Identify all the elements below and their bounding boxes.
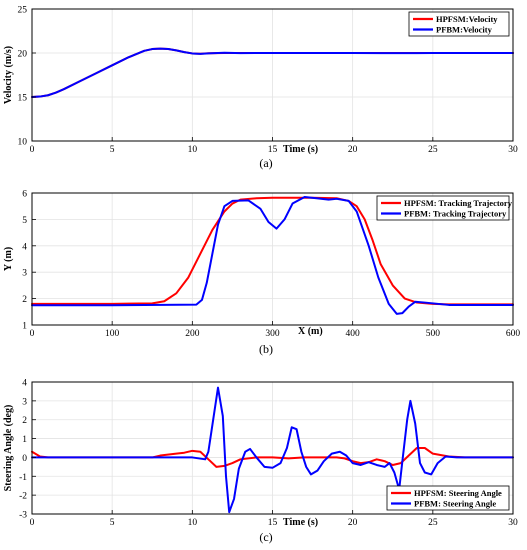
y-tick-label: 20 xyxy=(18,50,28,60)
y-axis-label: Steering Angle (deg) xyxy=(3,405,14,492)
x-tick-label: 5 xyxy=(110,145,115,155)
y-tick-label: 2 xyxy=(22,295,27,305)
x-tick-label: 500 xyxy=(426,329,441,339)
y-tick-label: -1 xyxy=(19,473,27,483)
x-tick-label: 10 xyxy=(188,145,198,155)
legend-entry: HPFSM: Steering Angle xyxy=(414,488,502,498)
x-axis-label: Time (s) xyxy=(283,144,318,155)
x-tick-label: 25 xyxy=(428,518,438,528)
x-tick-label: 15 xyxy=(268,518,278,528)
y-tick-label: -2 xyxy=(19,492,27,502)
y-tick-label: 15 xyxy=(18,94,28,104)
x-tick-label: 5 xyxy=(110,518,115,528)
x-tick-label: 300 xyxy=(265,329,280,339)
x-tick-label: 200 xyxy=(185,329,200,339)
y-axis-label: Velocity (m/s) xyxy=(3,46,14,104)
series-line-hpfsm xyxy=(31,447,514,468)
y-tick-label: 3 xyxy=(22,397,27,407)
legend-entry: PFBM: Steering Angle xyxy=(414,499,496,509)
y-tick-label: -3 xyxy=(19,511,27,521)
x-tick-label: 30 xyxy=(508,518,518,528)
panel-label: (a) xyxy=(259,156,272,170)
steering-angle-chart: 0 5 10 15 20 25 30 -3 -2 -1 0 1 2 3 4 Time (s) Steering … xyxy=(3,379,518,545)
y-tick-label: 25 xyxy=(18,6,28,16)
x-tick-label: 0 xyxy=(30,145,35,155)
x-tick-label: 400 xyxy=(346,329,361,339)
y-tick-label: 5 xyxy=(22,216,27,226)
legend-entry: PFBM:Velocity xyxy=(436,25,493,35)
velocity-chart: 0 5 10 15 20 25 30 10 15 20 25 Time (s) Velocity (m/… xyxy=(3,6,518,171)
series-line-hpfsm xyxy=(31,196,514,306)
x-tick-label: 20 xyxy=(348,518,358,528)
y-tick-label: 1 xyxy=(22,322,27,332)
y-axis-label: Y (m) xyxy=(3,247,14,271)
x-tick-label: 10 xyxy=(188,518,198,528)
legend-box xyxy=(386,485,510,511)
legend-entry: HPFSM:Velocity xyxy=(436,14,498,24)
panel-label: (b) xyxy=(259,342,273,356)
legend-box xyxy=(408,11,510,37)
legend-entry: HPFSM: Tracking Trajectory xyxy=(404,198,513,208)
x-tick-label: 0 xyxy=(30,518,35,528)
panel-label: (c) xyxy=(259,530,272,544)
y-tick-label: 4 xyxy=(22,242,27,252)
x-axis-label: Time (s) xyxy=(283,517,318,528)
legend-box xyxy=(376,195,510,221)
series-line-pfbm xyxy=(31,195,514,315)
y-tick-label: 1 xyxy=(22,435,27,445)
x-axis-label: X (m) xyxy=(298,326,323,337)
x-tick-label: 600 xyxy=(506,329,521,339)
y-tick-label: 6 xyxy=(22,190,27,200)
series-line-pfbm xyxy=(31,47,514,98)
y-tick-label: 4 xyxy=(22,379,27,389)
y-tick-label: 0 xyxy=(22,454,27,464)
series-group xyxy=(31,195,514,315)
x-tick-label: 0 xyxy=(30,329,35,339)
x-tick-label: 30 xyxy=(508,145,518,155)
x-tick-label: 100 xyxy=(105,329,120,339)
x-tick-label: 20 xyxy=(348,145,358,155)
trajectory-chart: 0 100 200 300 400 500 600 1 2 3 4 5 6 X (m) Y (m) (b) HP… xyxy=(3,190,520,357)
y-tick-label: 3 xyxy=(22,269,27,279)
x-tick-label: 25 xyxy=(428,145,438,155)
x-tick-label: 15 xyxy=(268,145,278,155)
series-group xyxy=(31,386,514,514)
y-tick-label: 10 xyxy=(18,138,28,148)
series-group xyxy=(31,47,514,98)
series-line-pfbm xyxy=(31,386,514,514)
y-tick-label: 2 xyxy=(22,416,27,426)
legend-entry: PFBM: Tracking Trajectory xyxy=(404,209,507,219)
